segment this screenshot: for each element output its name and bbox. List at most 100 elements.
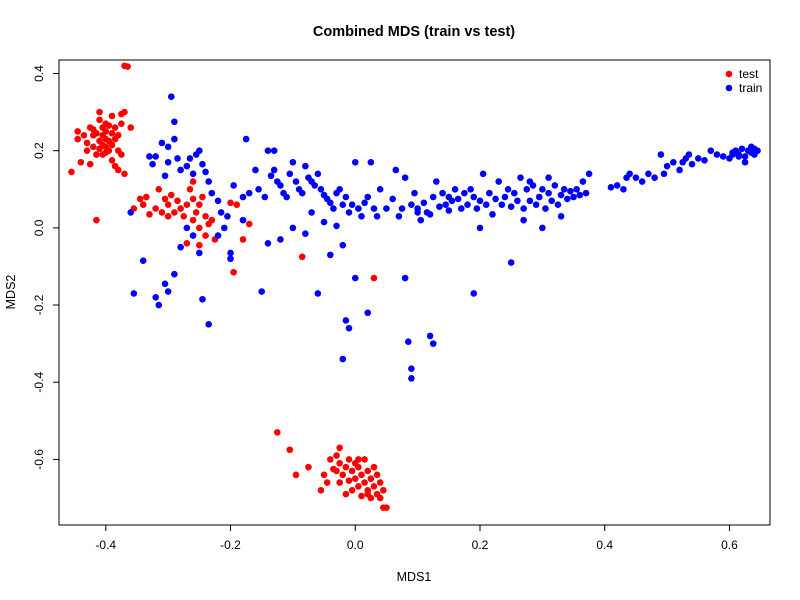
test-point <box>305 463 312 471</box>
x-tick-label: 0.6 <box>721 538 738 552</box>
train-point <box>545 189 552 197</box>
train-point <box>645 170 652 178</box>
test-point <box>320 471 328 479</box>
test-point <box>376 494 384 502</box>
train-point <box>171 270 178 278</box>
test-point <box>355 463 362 471</box>
train-point <box>355 205 362 212</box>
train-point <box>202 168 209 176</box>
x-tick-label: 0.0 <box>347 538 364 552</box>
train-point <box>348 201 356 209</box>
train-point <box>314 290 322 297</box>
train-point <box>398 205 406 212</box>
test-point <box>183 201 191 209</box>
test-point <box>83 147 91 154</box>
test-point <box>146 211 153 218</box>
train-point <box>747 143 755 151</box>
train-point <box>557 191 565 199</box>
train-point <box>146 153 153 160</box>
series-test <box>68 62 390 511</box>
train-point <box>333 222 340 230</box>
test-point <box>143 193 150 201</box>
train-point <box>470 290 478 297</box>
test-point <box>370 463 378 471</box>
train-point <box>676 166 683 174</box>
train-point <box>426 332 434 340</box>
test-point <box>136 195 144 203</box>
x-tick-label: 0.4 <box>596 538 613 552</box>
train-point <box>429 340 437 347</box>
test-point <box>202 232 209 239</box>
train-point <box>501 193 509 201</box>
train-point <box>570 193 577 201</box>
train-point <box>567 187 574 195</box>
test-point <box>121 170 128 178</box>
train-point <box>535 193 543 201</box>
test-point <box>364 467 372 475</box>
test-point <box>370 483 378 490</box>
train-point <box>507 259 515 266</box>
train-point <box>239 193 247 201</box>
train-point <box>186 155 194 162</box>
x-axis: -0.4 -0.2 0.0 0.2 0.4 0.6 <box>95 525 738 552</box>
train-point <box>548 197 556 205</box>
data-points <box>68 62 761 511</box>
test-point <box>124 63 131 70</box>
train-point <box>342 317 350 324</box>
train-point <box>264 147 272 154</box>
train-point <box>476 224 484 232</box>
test-point <box>183 239 191 247</box>
test-point <box>96 108 103 116</box>
test-point <box>286 446 294 454</box>
train-point <box>670 158 677 166</box>
test-point <box>342 463 350 471</box>
train-point <box>152 153 159 160</box>
train-point <box>205 178 212 185</box>
y-tick-label: -0.2 <box>32 294 46 315</box>
train-point <box>451 185 459 193</box>
test-point <box>77 158 85 166</box>
series-train <box>127 93 761 382</box>
train-point <box>389 195 396 203</box>
train-point <box>461 189 468 197</box>
train-point <box>139 257 147 264</box>
train-point <box>252 166 259 174</box>
train-point <box>560 185 568 193</box>
test-point <box>196 201 203 209</box>
test-point <box>351 475 359 482</box>
train-point <box>408 201 415 209</box>
test-point <box>121 108 128 116</box>
test-point <box>345 456 353 463</box>
train-point <box>445 207 453 214</box>
test-point <box>74 135 82 143</box>
train-point <box>208 189 216 197</box>
train-point <box>258 288 265 295</box>
test-point <box>336 479 343 486</box>
train-point <box>613 182 621 189</box>
train-point <box>311 182 319 189</box>
test-point <box>111 124 119 131</box>
train-point <box>408 365 415 373</box>
train-point <box>171 135 178 143</box>
train-point <box>520 205 527 212</box>
test-point <box>196 241 203 249</box>
train-point <box>155 301 163 309</box>
test-point <box>118 151 125 158</box>
test-point <box>323 479 331 486</box>
test-point <box>93 130 100 137</box>
train-point <box>489 211 496 218</box>
test-point <box>345 477 353 484</box>
train-point <box>433 178 440 185</box>
y-tick-label: -0.6 <box>32 449 46 470</box>
train-point <box>308 209 315 216</box>
test-point <box>336 444 343 452</box>
test-point <box>68 168 75 176</box>
train-point <box>404 338 412 346</box>
train-point <box>729 151 736 158</box>
train-point <box>183 224 191 232</box>
test-point <box>202 212 209 220</box>
train-point <box>532 201 540 209</box>
train-point <box>498 201 506 209</box>
train-point <box>314 170 322 178</box>
test-point <box>355 456 362 463</box>
